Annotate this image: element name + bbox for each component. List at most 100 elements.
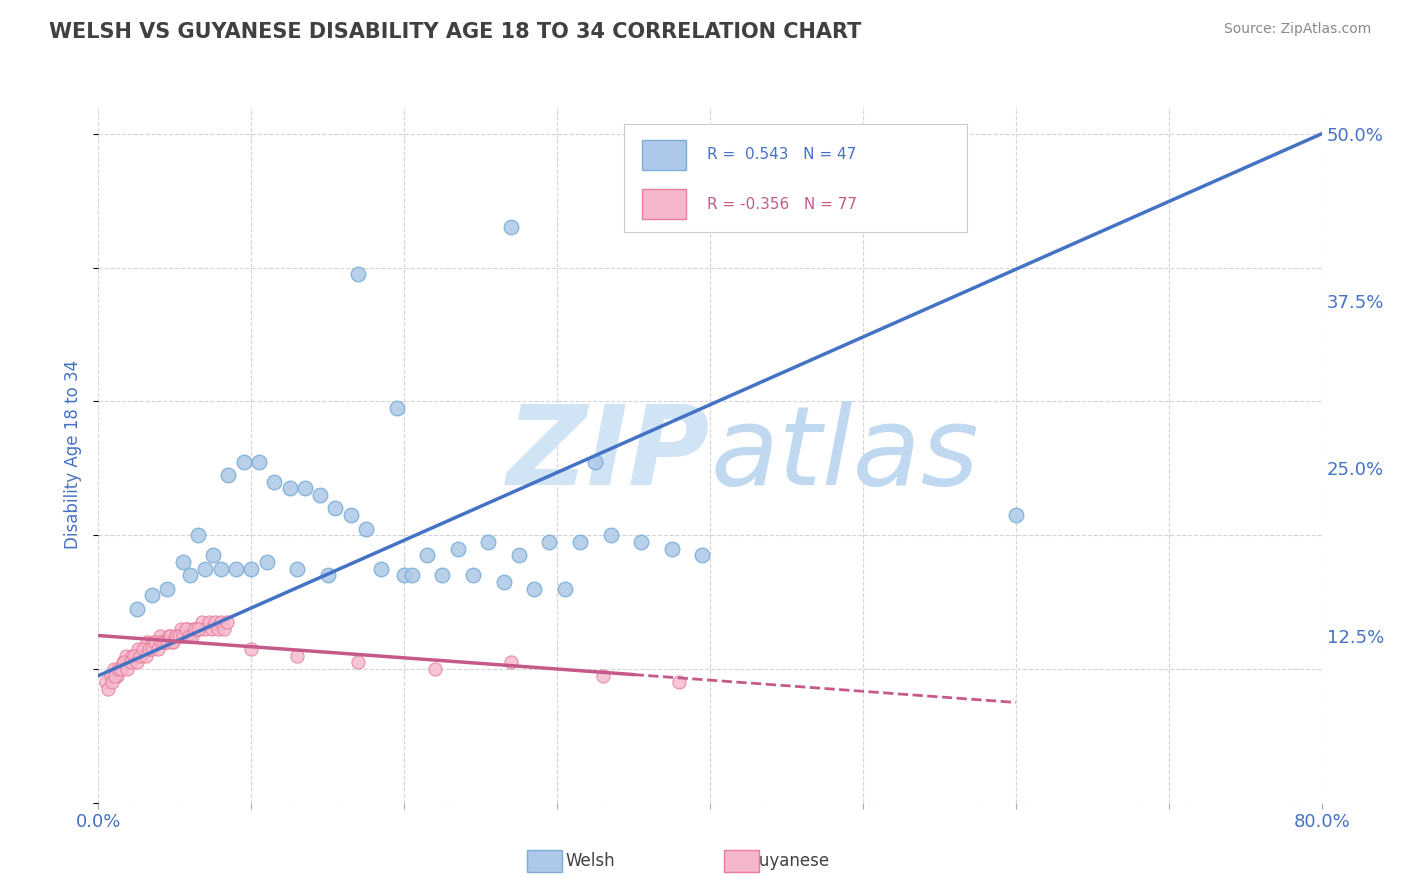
- Point: [136, 635, 159, 649]
- Point: [423, 662, 446, 676]
- Point: [661, 541, 683, 556]
- Point: [173, 628, 195, 642]
- Point: [179, 628, 201, 642]
- Point: [285, 648, 308, 663]
- Point: [127, 642, 149, 657]
- Point: [217, 468, 239, 483]
- Point: [692, 548, 714, 563]
- Point: [385, 401, 408, 416]
- Point: [100, 669, 122, 683]
- Point: [256, 555, 278, 569]
- Point: [492, 575, 515, 590]
- Point: [128, 648, 150, 663]
- Point: [184, 622, 207, 636]
- Point: [599, 528, 621, 542]
- Point: [187, 528, 209, 542]
- Text: Source: ZipAtlas.com: Source: ZipAtlas.com: [1223, 22, 1371, 37]
- Point: [197, 615, 219, 630]
- Point: [121, 648, 143, 663]
- Point: [129, 648, 152, 663]
- Point: [152, 635, 174, 649]
- Point: [163, 628, 186, 642]
- Point: [501, 655, 523, 669]
- Point: [194, 622, 217, 636]
- Point: [447, 541, 470, 556]
- Point: [347, 268, 370, 282]
- Point: [156, 582, 179, 596]
- Point: [125, 602, 148, 616]
- Point: [162, 635, 184, 649]
- Point: [111, 655, 134, 669]
- Point: [105, 669, 128, 683]
- Text: atlas: atlas: [710, 401, 979, 508]
- Point: [263, 475, 285, 489]
- Point: [309, 488, 332, 502]
- Point: [200, 622, 222, 636]
- Point: [592, 669, 614, 683]
- Point: [155, 635, 177, 649]
- Point: [240, 562, 263, 576]
- Y-axis label: Disability Age 18 to 34: Disability Age 18 to 34: [65, 360, 83, 549]
- Point: [149, 628, 172, 642]
- Point: [125, 655, 148, 669]
- Point: [122, 648, 145, 663]
- Point: [477, 535, 499, 549]
- Point: [104, 669, 127, 683]
- Point: [180, 628, 202, 642]
- Point: [501, 220, 523, 235]
- Point: [370, 562, 392, 576]
- Point: [117, 662, 139, 676]
- Point: [94, 675, 117, 690]
- Point: [177, 628, 200, 642]
- Point: [188, 622, 211, 636]
- Point: [325, 501, 347, 516]
- Point: [170, 622, 193, 636]
- Point: [523, 582, 546, 596]
- Point: [142, 635, 165, 649]
- Point: [110, 662, 132, 676]
- Point: [108, 662, 131, 676]
- Point: [176, 622, 198, 636]
- Point: [202, 548, 225, 563]
- Point: [416, 548, 439, 563]
- Point: [165, 628, 187, 642]
- Point: [538, 535, 561, 549]
- Point: [194, 562, 217, 576]
- Point: [569, 535, 592, 549]
- Point: [316, 568, 339, 582]
- Point: [1004, 508, 1026, 523]
- Point: [103, 662, 125, 676]
- Point: [172, 555, 194, 569]
- Point: [278, 482, 301, 496]
- Point: [354, 521, 377, 535]
- Point: [135, 648, 157, 663]
- Point: [157, 628, 180, 642]
- Point: [141, 589, 163, 603]
- Point: [172, 628, 194, 642]
- Point: [118, 655, 141, 669]
- Point: [134, 642, 156, 657]
- Point: [139, 642, 162, 657]
- Point: [294, 482, 316, 496]
- Point: [174, 622, 197, 636]
- Point: [247, 455, 270, 469]
- Point: [401, 568, 423, 582]
- Point: [392, 568, 416, 582]
- Point: [150, 635, 173, 649]
- Point: [432, 568, 454, 582]
- Point: [143, 635, 166, 649]
- Point: [159, 628, 181, 642]
- Point: [285, 562, 308, 576]
- Point: [209, 615, 232, 630]
- Point: [132, 642, 155, 657]
- Point: [97, 681, 120, 696]
- Point: [339, 508, 361, 523]
- Point: [167, 628, 190, 642]
- Point: [240, 642, 263, 657]
- Point: [461, 568, 484, 582]
- Point: [668, 675, 690, 690]
- Text: ZIP: ZIP: [506, 401, 710, 508]
- Text: WELSH VS GUYANESE DISABILITY AGE 18 TO 34 CORRELATION CHART: WELSH VS GUYANESE DISABILITY AGE 18 TO 3…: [49, 22, 862, 42]
- Point: [209, 562, 232, 576]
- Point: [181, 622, 204, 636]
